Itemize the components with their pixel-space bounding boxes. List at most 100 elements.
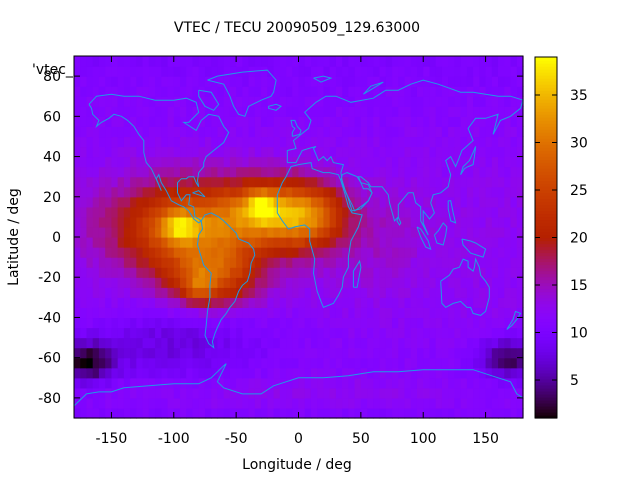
heatmap-cell (273, 377, 281, 389)
heatmap-cell (342, 156, 349, 168)
heatmap-cell (167, 377, 175, 389)
heatmap-cell (348, 166, 356, 178)
heatmap-cell (335, 247, 343, 258)
heatmap-cell (460, 307, 468, 319)
heatmap-cell (473, 357, 480, 369)
heatmap-cell (254, 226, 262, 238)
heatmap-cell (80, 387, 88, 399)
heatmap-cell (148, 206, 156, 218)
heatmap-cell (304, 226, 312, 238)
heatmap-cell (485, 307, 493, 319)
colorbar-segment (535, 345, 557, 350)
colorbar-segment (535, 411, 557, 416)
heatmap-cell (410, 186, 418, 198)
heatmap-cell (416, 357, 424, 369)
heatmap-cell (261, 186, 268, 198)
heatmap-cell (342, 126, 349, 138)
heatmap-cell (398, 327, 406, 339)
heatmap-cell (192, 166, 200, 178)
heatmap-cell (186, 66, 194, 77)
heatmap-cell (304, 86, 312, 97)
heatmap-cell (86, 126, 94, 138)
heatmap-cell (286, 387, 293, 399)
heatmap-cell (485, 407, 493, 419)
heatmap-cell (167, 287, 175, 298)
heatmap-cell (373, 337, 381, 349)
heatmap-cell (367, 146, 374, 158)
heatmap-cell (236, 66, 243, 77)
heatmap-cell (441, 397, 449, 409)
heatmap-cell (123, 307, 131, 319)
heatmap-cell (92, 327, 100, 339)
heatmap-cell (180, 267, 187, 278)
heatmap-cell (217, 96, 225, 107)
heatmap-cell (385, 176, 393, 188)
heatmap-cell (516, 176, 524, 188)
heatmap-cell (404, 317, 412, 329)
x-tick-label: -50 (225, 431, 248, 447)
heatmap-cell (192, 216, 200, 228)
heatmap-cell (123, 357, 131, 369)
heatmap-cell (342, 327, 349, 339)
heatmap-cell (111, 66, 119, 77)
heatmap-cell (286, 297, 293, 308)
heatmap-cell (123, 387, 131, 399)
heatmap-cell (441, 327, 449, 339)
heatmap-cell (161, 367, 169, 379)
heatmap-cell (173, 86, 181, 97)
heatmap-cell (335, 226, 343, 238)
heatmap-cell (342, 347, 349, 359)
heatmap-cell (404, 357, 412, 369)
heatmap-cell (479, 186, 487, 198)
heatmap-cell (342, 206, 349, 218)
heatmap-cell (180, 226, 187, 238)
heatmap-cell (292, 96, 300, 107)
heatmap-cell (392, 126, 399, 138)
heatmap-cell (142, 86, 150, 97)
heatmap-cell (516, 226, 524, 238)
heatmap-cell (473, 166, 480, 178)
heatmap-cell (423, 156, 431, 168)
heatmap-cell (161, 247, 169, 258)
heatmap-cell (292, 307, 300, 319)
heatmap-cell (223, 136, 231, 148)
heatmap-cell (273, 317, 281, 329)
heatmap-cell (229, 287, 237, 298)
heatmap-cell (136, 56, 144, 67)
heatmap-cell (261, 387, 268, 399)
heatmap-cell (117, 226, 125, 238)
colorbar-segment (535, 138, 557, 142)
heatmap-cell (498, 327, 505, 339)
heatmap-cell (373, 136, 381, 148)
heatmap-cell (410, 126, 418, 138)
heatmap-cell (261, 126, 268, 138)
heatmap-cell (342, 96, 349, 107)
heatmap-cell (186, 176, 194, 188)
heatmap-cell (460, 287, 468, 298)
heatmap-cell (98, 156, 106, 168)
colorbar-segment (535, 144, 557, 148)
heatmap-cell (367, 287, 374, 298)
heatmap-cell (92, 216, 100, 228)
coastline-japan (460, 146, 477, 175)
heatmap-cell (335, 277, 343, 288)
heatmap-cell (217, 146, 225, 158)
heatmap-cell (379, 196, 387, 208)
heatmap-cell (485, 267, 493, 278)
heatmap-cell (448, 106, 456, 117)
colorbar-segment (535, 171, 557, 175)
heatmap-cell (410, 56, 418, 67)
heatmap-cell (385, 367, 393, 379)
heatmap-cell (479, 347, 487, 359)
heatmap-cell (254, 377, 262, 389)
heatmap-cell (123, 287, 131, 298)
heatmap-cell (404, 337, 412, 349)
heatmap-cell (454, 407, 462, 419)
heatmap-cell (348, 76, 356, 87)
heatmap-cell (242, 146, 250, 158)
heatmap-cell (454, 397, 462, 409)
heatmap-cell (510, 347, 518, 359)
heatmap-cell (74, 206, 81, 218)
heatmap-cell (180, 126, 187, 138)
heatmap-cell (298, 337, 306, 349)
